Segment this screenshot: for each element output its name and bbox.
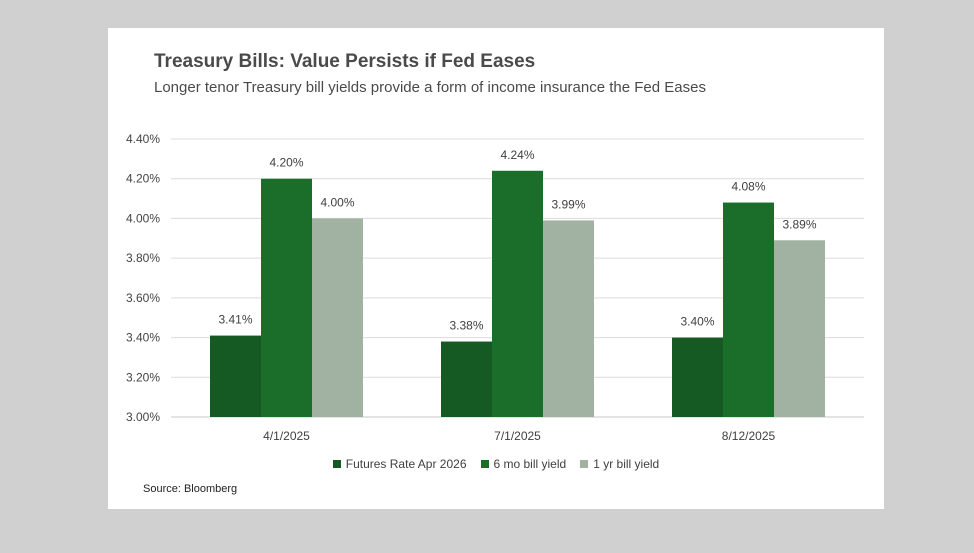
- legend-swatch-1yr: [580, 460, 589, 468]
- bar: [261, 178, 312, 417]
- y-tick-label: 3.60%: [126, 291, 160, 305]
- legend-item-1yr: 1 yr bill yield: [580, 457, 659, 471]
- x-tick-label: 8/12/2025: [722, 429, 776, 443]
- legend-swatch-futures: [332, 460, 341, 468]
- source-note: Source: Bloomberg: [143, 483, 238, 495]
- bar: [723, 202, 774, 417]
- bar: [210, 335, 261, 417]
- y-tick-label: 3.80%: [126, 251, 160, 265]
- data-label: 4.20%: [269, 156, 303, 170]
- data-label: 3.99%: [551, 197, 585, 211]
- data-label: 4.08%: [731, 180, 765, 194]
- bar: [441, 341, 492, 417]
- data-label: 3.38%: [449, 319, 483, 333]
- y-tick-label: 3.20%: [126, 370, 160, 384]
- data-label: 4.00%: [320, 195, 354, 209]
- y-tick-label: 4.20%: [126, 172, 160, 186]
- bar: [492, 170, 543, 417]
- bar-chart: 3.00% 3.20% 3.40% 3.60% 3.80% 4.00% 4.20% 4.40%…: [126, 132, 864, 443]
- bar: [672, 337, 723, 417]
- legend-item-futures: Futures Rate Apr 2026: [332, 457, 467, 471]
- legend-label-6mo: 6 mo bill yield: [493, 457, 567, 471]
- data-label: 3.41%: [218, 313, 252, 327]
- data-label: 4.24%: [500, 148, 534, 162]
- y-tick-label: 4.00%: [126, 211, 160, 225]
- y-tick-label: 3.40%: [126, 331, 160, 345]
- legend-item-6mo: 6 mo bill yield: [480, 457, 567, 471]
- chart-card: Treasury Bills: Value Persists if Fed Ea…: [108, 28, 884, 509]
- bar: [312, 218, 363, 417]
- chart-title: Treasury Bills: Value Persists if Fed Ea…: [154, 51, 536, 72]
- x-tick-label: 7/1/2025: [494, 429, 541, 443]
- legend-swatch-6mo: [480, 460, 489, 468]
- y-tick-label: 4.40%: [126, 132, 160, 146]
- data-label: 3.40%: [680, 315, 714, 329]
- legend-label-1yr: 1 yr bill yield: [593, 457, 660, 471]
- y-tick-label: 3.00%: [126, 410, 160, 424]
- bar: [774, 240, 825, 417]
- legend: Futures Rate Apr 2026 6 mo bill yield 1 …: [108, 457, 884, 471]
- legend-label-futures: Futures Rate Apr 2026: [345, 457, 467, 471]
- bar: [543, 220, 594, 417]
- x-tick-label: 4/1/2025: [263, 429, 310, 443]
- chart-subtitle: Longer tenor Treasury bill yields provid…: [154, 79, 706, 96]
- data-label: 3.89%: [782, 217, 816, 231]
